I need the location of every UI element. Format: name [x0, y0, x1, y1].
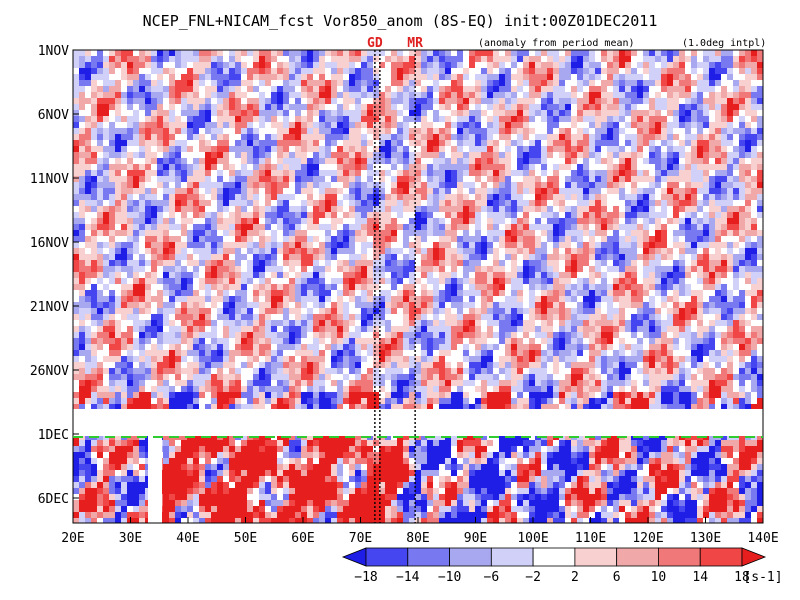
colorbar-unit: [s-1]	[743, 570, 782, 585]
x-tick-label: 120E	[632, 531, 663, 546]
y-tick-label: 21NOV	[30, 300, 69, 315]
colorbar-label: −6	[484, 570, 500, 585]
x-tick-label: 70E	[349, 531, 372, 546]
colorbar-label: 14	[692, 570, 708, 585]
chart-title: NCEP_FNL+NICAM_fcst Vor850_anom (8S-EQ) …	[143, 12, 658, 30]
x-tick-label: 80E	[406, 531, 429, 546]
colorbar-swatch	[532, 547, 576, 567]
y-tick-label: 26NOV	[30, 364, 69, 379]
x-tick-label: 20E	[61, 531, 84, 546]
y-tick-label: 1NOV	[38, 44, 69, 59]
note-left: (anomaly from period mean)	[478, 38, 635, 49]
x-tick-label: 110E	[575, 531, 606, 546]
colorbar-swatch	[574, 547, 618, 567]
colorbar-swatch	[699, 547, 743, 567]
colorbar-label: −18	[354, 570, 377, 585]
colorbar-swatch	[616, 547, 659, 567]
x-tick-label: 140E	[747, 531, 778, 546]
y-axis: 1NOV 6NOV 11NOV 16NOV 21NOV 26NOV 1DEC 6DEC	[30, 44, 79, 507]
x-tick-label: 130E	[690, 531, 721, 546]
y-tick-label: 11NOV	[30, 172, 69, 187]
colorbar-swatch	[490, 547, 534, 567]
plot-area	[73, 50, 763, 523]
y-tick-label: 1DEC	[38, 428, 69, 443]
marker-label-mr: MR	[407, 36, 423, 51]
x-tick-label: 100E	[517, 531, 548, 546]
x-axis: 20E 30E 40E 50E 60E 70E 80E 90E 100E 110E 120E 130E…	[61, 517, 779, 546]
colorbar-label: −10	[438, 570, 461, 585]
y-tick-label: 16NOV	[30, 236, 69, 251]
colorbar-swatch	[407, 547, 450, 567]
colorbar-label: −2	[525, 570, 541, 585]
note-right: (1.0deg intpl)	[682, 38, 766, 49]
colorbar-high-arrow	[741, 547, 767, 567]
x-tick-label: 40E	[176, 531, 199, 546]
y-tick-label: 6DEC	[38, 492, 69, 507]
x-tick-label: 60E	[291, 531, 314, 546]
x-tick-label: 50E	[234, 531, 257, 546]
colorbar: −18 −14 −10 −6 −2 2 6 10 14 18[s-1]	[341, 547, 783, 585]
colorbar-swatch	[365, 547, 409, 567]
y-tick-label: 6NOV	[38, 108, 69, 123]
colorbar-label: −14	[396, 570, 420, 585]
x-tick-label: 30E	[119, 531, 142, 546]
colorbar-swatch	[449, 547, 492, 567]
colorbar-swatch	[658, 547, 701, 567]
colorbar-label: 6	[613, 570, 621, 585]
colorbar-low-arrow	[341, 547, 367, 567]
colorbar-label: 10	[651, 570, 667, 585]
x-tick-label: 90E	[464, 531, 487, 546]
marker-label-gd: GD	[367, 36, 383, 51]
colorbar-label: 2	[571, 570, 579, 585]
colorbar-label: 18	[734, 570, 750, 585]
